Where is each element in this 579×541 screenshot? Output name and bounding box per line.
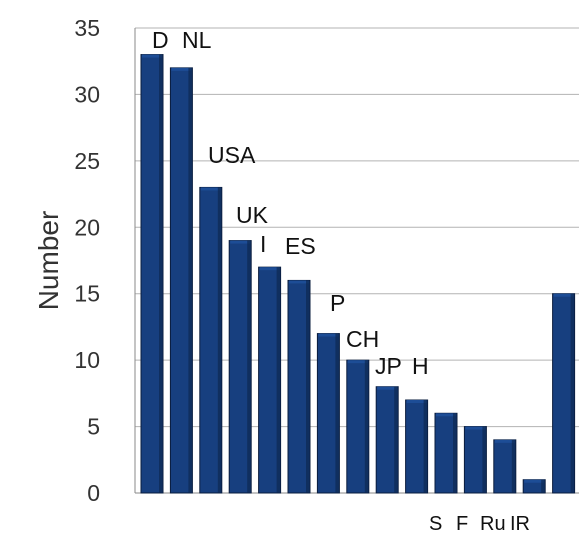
bar-highlight-NL [171, 67, 192, 71]
category-label-USA: USA [208, 142, 256, 168]
bar-shadow-IR [541, 479, 546, 493]
bar-highlight-JP [377, 386, 398, 390]
bar-highlight-Ru [494, 439, 515, 443]
bar-shadow-D [159, 54, 163, 493]
bar-highlight-F [465, 426, 486, 430]
category-label-Ru: Ru [480, 513, 506, 535]
category-label-JP: JP [375, 353, 402, 379]
bar-highlight-IR [524, 479, 545, 483]
bar-shadow-UK [247, 240, 252, 493]
y-tick-label-5: 5 [87, 414, 100, 440]
bar-highlight-unlabeled [553, 293, 574, 297]
y-tick-label-0: 0 [87, 480, 100, 506]
category-label-NL: NL [182, 27, 212, 53]
bar-highlight-ES [289, 280, 309, 284]
category-label-IR: IR [510, 513, 530, 535]
bar-layer [140, 54, 576, 494]
bar-shadow-H [423, 400, 428, 493]
y-tick-label-35: 35 [74, 15, 100, 41]
bar-shadow-Ru [511, 439, 516, 493]
bar-highlight-H [406, 400, 427, 403]
bar-shadow-unlabeled [570, 293, 575, 493]
y-tick-label-25: 25 [74, 148, 100, 174]
bar-shadow-JP [394, 386, 399, 493]
y-tick-label-10: 10 [74, 347, 100, 373]
bar-shadow-NL [188, 67, 193, 493]
y-tick-label-20: 20 [74, 214, 100, 240]
category-label-D: D [152, 27, 169, 53]
category-label-UK: UK [236, 202, 269, 228]
category-label-CH: CH [346, 326, 379, 352]
category-label-H: H [412, 353, 429, 379]
bar-shadow-CH [364, 360, 369, 493]
category-label-P: P [330, 290, 345, 316]
category-label-ES: ES [285, 233, 316, 259]
bar-shadow-ES [306, 280, 310, 493]
bar-shadow-S [453, 413, 457, 493]
y-tick-label-30: 30 [74, 81, 100, 107]
category-label-I: I [260, 231, 266, 257]
bar-highlight-S [436, 413, 456, 417]
bar-highlight-USA [200, 187, 221, 191]
bar-shadow-F [482, 426, 487, 493]
bar-highlight-CH [347, 360, 368, 364]
bar-highlight-I [259, 267, 280, 271]
y-axis-label: Number [33, 211, 64, 311]
bar-shadow-I [276, 267, 281, 493]
bar-shadow-P [335, 333, 340, 493]
bar-highlight-P [318, 333, 339, 337]
bar-highlight-UK [230, 240, 251, 244]
category-label-F: F [456, 513, 468, 535]
category-label-S: S [429, 513, 442, 535]
y-tick-label-15: 15 [74, 281, 100, 307]
bar-shadow-USA [217, 187, 222, 493]
bar-highlight-D [142, 54, 162, 58]
